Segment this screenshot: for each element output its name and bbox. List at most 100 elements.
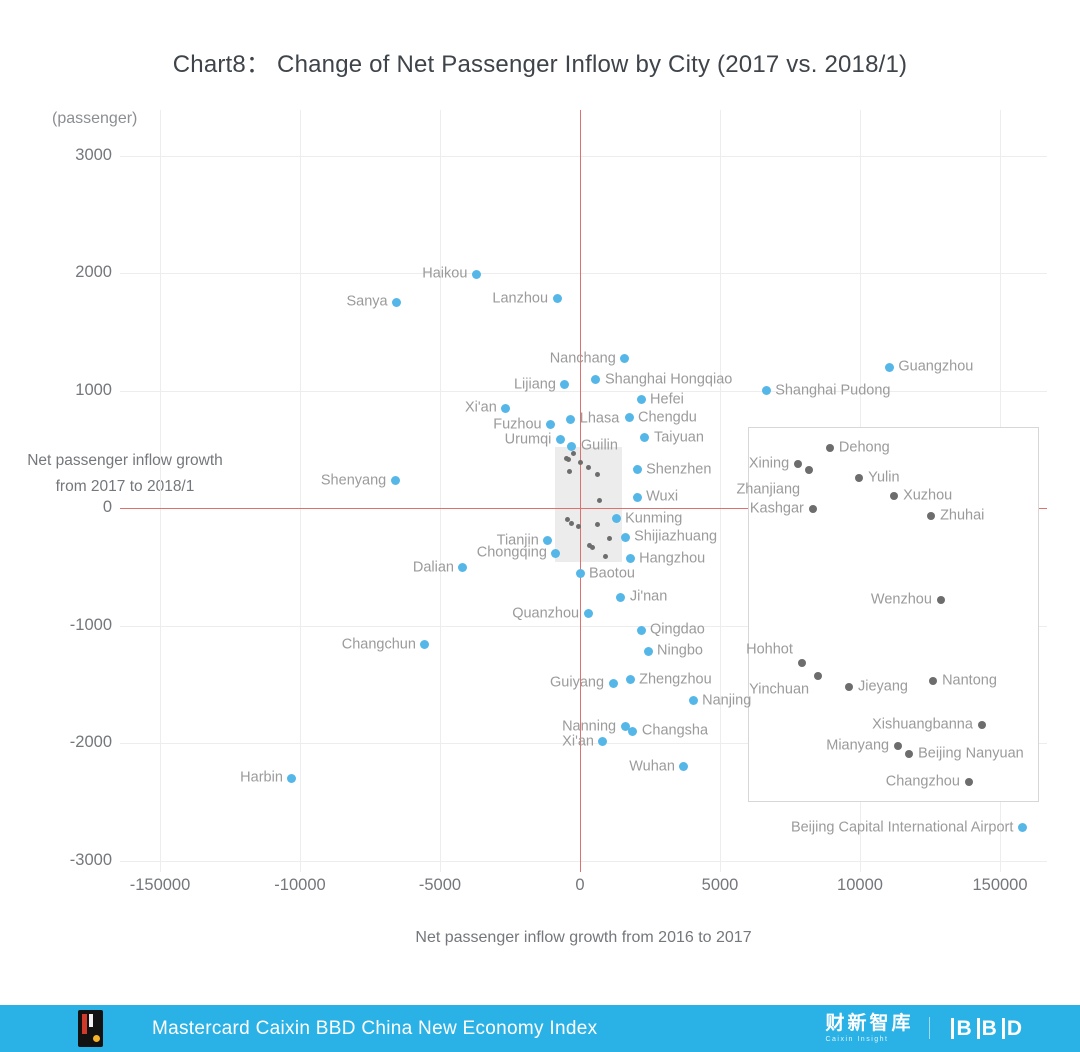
cluster-dot: [568, 520, 574, 526]
data-point-label: Nanchang: [549, 350, 616, 367]
x-tick-label: -10000: [274, 876, 326, 894]
cluster-dot: [564, 516, 570, 522]
data-point-label: Wuhan: [629, 757, 675, 774]
bbd-logo: B B D: [946, 1017, 1022, 1039]
data-point: [471, 269, 481, 279]
data-point-label: Sanya: [346, 293, 388, 310]
cluster-dot: [603, 553, 609, 559]
data-point-label: Tianjin: [496, 532, 539, 549]
inset-point-label: Zhuhai: [940, 507, 985, 524]
nei-logo-white-bar: [89, 1014, 93, 1027]
data-point-label: Dalian: [412, 559, 454, 576]
inset-data-point: [927, 512, 936, 521]
y-gridline: [120, 273, 1047, 274]
inset-data-point: [855, 473, 864, 482]
x-gridline: [440, 110, 441, 872]
x-gridline: [160, 110, 161, 872]
data-point: [761, 386, 771, 395]
data-point: [458, 563, 468, 573]
data-point-label: Quanzhou: [512, 605, 580, 622]
data-point: [620, 532, 630, 542]
data-point: [636, 625, 646, 635]
data-point: [679, 762, 689, 771]
inset-point-label: Yinchuan: [749, 681, 810, 698]
data-point-label: Harbin: [240, 769, 283, 786]
cluster-dot: [606, 536, 612, 542]
data-point-label: Zhengzhou: [639, 670, 712, 687]
data-point-label: Guiyang: [550, 674, 605, 691]
data-point: [392, 297, 402, 307]
data-point-label: Shenzhen: [646, 461, 712, 478]
data-point: [560, 380, 570, 390]
data-point: [625, 554, 635, 564]
data-point-label: Shanghai Pudong: [775, 381, 891, 398]
data-point: [620, 722, 630, 732]
data-point: [287, 773, 297, 783]
data-point: [620, 354, 630, 364]
y-tick-label: -3000: [69, 850, 112, 869]
data-point: [616, 592, 626, 602]
inset-point-label: Wenzhou: [870, 591, 932, 608]
y-tick-label: -1000: [69, 615, 112, 634]
data-point: [688, 696, 698, 706]
data-point-label: Hangzhou: [639, 549, 706, 566]
chart-title: Chart8： Change of Net Passenger Inflow b…: [172, 51, 908, 78]
data-point: [591, 375, 601, 385]
inset-data-point: [905, 750, 914, 758]
inset-data-point: [964, 777, 973, 786]
inset-data-point: [929, 676, 938, 685]
inset-data-point: [808, 504, 817, 513]
data-point-label: Guangzhou: [898, 358, 974, 375]
zero-line-vertical: [580, 110, 581, 872]
footer-logo-divider: [929, 1017, 931, 1040]
data-point-label: Guilin: [580, 437, 618, 454]
data-point-label: Chongqing: [476, 544, 547, 561]
inset-point-label: Yulin: [868, 469, 900, 486]
data-point: [390, 476, 400, 486]
cluster-dot: [578, 459, 584, 465]
data-point: [1017, 823, 1027, 833]
cluster-dot: [596, 497, 602, 503]
bbd-logo-letter: D: [1001, 1017, 1022, 1039]
data-point: [552, 294, 562, 304]
data-point: [501, 403, 511, 413]
inset-data-point: [844, 682, 853, 691]
x-axis-title: Net passenger inflow growth from 2016 to…: [415, 929, 752, 946]
footer-index-name: Mastercard Caixin BBD China New Economy …: [152, 1017, 598, 1039]
data-point: [624, 413, 634, 423]
inset-point-label: Kashgar: [749, 500, 804, 517]
y-tick-label: -2000: [69, 733, 112, 751]
x-tick-label: -5000: [418, 876, 462, 894]
x-tick-label: -150000: [129, 876, 191, 894]
y-gridline: [120, 860, 1047, 862]
data-point: [598, 737, 608, 747]
data-point: [551, 548, 561, 558]
data-point: [884, 362, 894, 372]
inset-data-point: [794, 460, 803, 469]
cluster-dot: [586, 465, 592, 471]
zero-line-horizontal: [120, 508, 1047, 509]
data-point: [583, 609, 593, 619]
inset-point-label: Dehong: [838, 439, 890, 456]
data-point-label: Changchun: [341, 636, 416, 653]
caixin-insight-logo: 财新智库 Caixin Insight: [825, 1013, 913, 1043]
y-gridline: [120, 743, 1047, 744]
data-point: [420, 640, 430, 650]
y-tick-label: 1000: [75, 380, 112, 399]
inset-point-label: Jieyang: [857, 678, 908, 695]
data-point-label: Taiyuan: [653, 428, 704, 445]
inset-data-point: [825, 444, 834, 453]
x-tick-label: 150000: [972, 876, 1028, 894]
inset-data-point: [814, 672, 823, 681]
data-point-label: Fuzhou: [493, 415, 542, 432]
x-gridline: [300, 110, 301, 872]
cluster-dot: [571, 450, 577, 456]
cluster-dot: [595, 522, 601, 528]
data-point-label: Lhasa: [579, 410, 620, 427]
data-point-label: Chengdu: [638, 408, 697, 425]
data-point-label: Xi'an: [465, 399, 497, 416]
data-point-label: Baotou: [589, 565, 635, 582]
data-point-label: Wuxi: [646, 488, 679, 505]
x-tick-label: 0: [575, 876, 585, 894]
